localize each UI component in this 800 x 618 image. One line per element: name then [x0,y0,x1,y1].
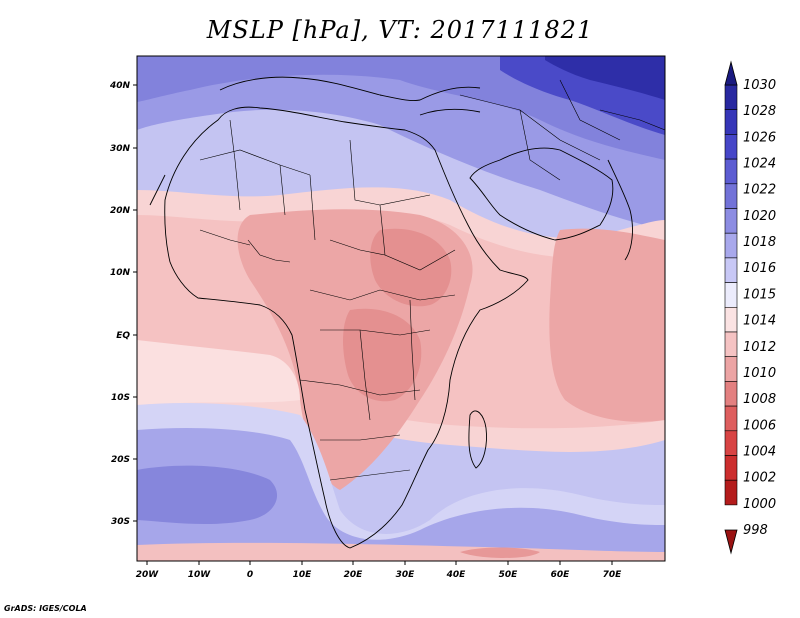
lat-label: 20S [111,455,130,465]
colorbar-swatch [724,430,738,456]
lat-label: 20N [110,206,131,216]
lon-label: 20E [344,570,364,580]
colorbar-label: 1010 [743,366,776,381]
colorbar-swatch [724,158,738,185]
colorbar-label: 1016 [743,261,776,276]
colorbar-label: 1012 [743,340,776,355]
colorbar-swatch [724,109,738,135]
colorbar-swatch [724,455,738,481]
colorbar-bottom-arrow [724,529,738,555]
coastlines [149,76,633,549]
colorbar-swatch [724,257,738,283]
colorbar-swatch [724,405,738,432]
country-borders [199,79,665,481]
lat-label: 40N [109,81,131,91]
map-title: MSLP [hPa], VT: 2017111821 [206,16,594,44]
lat-label: 30N [110,144,131,154]
lon-label: 30E [396,570,416,580]
colorbar-label: 1028 [743,104,776,119]
pressure-field [137,56,665,561]
colorbar-label: 1006 [743,418,776,433]
lat-label: 10N [110,268,131,278]
colorbar-label: 1002 [743,471,776,486]
colorbar-label: 1024 [743,157,776,172]
colorbar-label: 1026 [743,130,776,145]
colorbar-label: 1000 [743,497,776,512]
colorbar-label: 1008 [743,392,776,407]
lon-label: 0 [247,570,253,580]
colorbar-label: 1014 [743,314,776,329]
colorbar-swatch [724,479,738,506]
colorbar-swatch [724,208,738,234]
map-frame [136,55,666,562]
colorbar-label: 1020 [743,209,776,224]
lon-label: 70E [603,570,623,580]
colorbar-swatch [724,183,738,209]
grads-credit: GrADS: IGES/COLA [4,604,87,613]
colorbar-top-arrow [724,60,738,86]
colorbar-label: 1018 [743,235,776,250]
colorbar-swatch [724,356,738,382]
colorbar-swatch [724,306,738,333]
lon-label: 10W [188,570,212,580]
colorbar-swatch [724,84,738,111]
colorbar-label: 998 [743,523,768,538]
lon-label: 10E [293,570,313,580]
colorbar-label: 1004 [743,444,776,459]
lat-label: 10S [111,393,130,403]
colorbar-swatch [724,282,738,308]
colorbar-label: 1015 [743,287,776,302]
colorbar-swatch [724,331,738,358]
colorbar-swatch [724,134,738,160]
colorbar-swatch [724,381,738,407]
latitude-ticks: 40N 30N 20N 10N EQ 10S 20S 30S [109,81,137,527]
lon-label: 20W [136,570,160,580]
colorbar-label: 1022 [743,183,776,198]
lon-label: 50E [499,570,519,580]
colorbar: 1030 1028 1026 1024 1022 1020 1018 1016 1015 1014… [724,60,776,555]
colorbar-label: 1030 [743,78,776,93]
lon-label: 60E [551,570,571,580]
lat-label: 30S [111,517,130,527]
colorbar-swatch [724,232,738,259]
longitude-ticks: 20W 10W 0 10E 20E 30E 40E 50E 60E 70E [136,561,622,580]
lat-label: EQ [116,331,130,341]
lon-label: 40E [446,570,467,580]
